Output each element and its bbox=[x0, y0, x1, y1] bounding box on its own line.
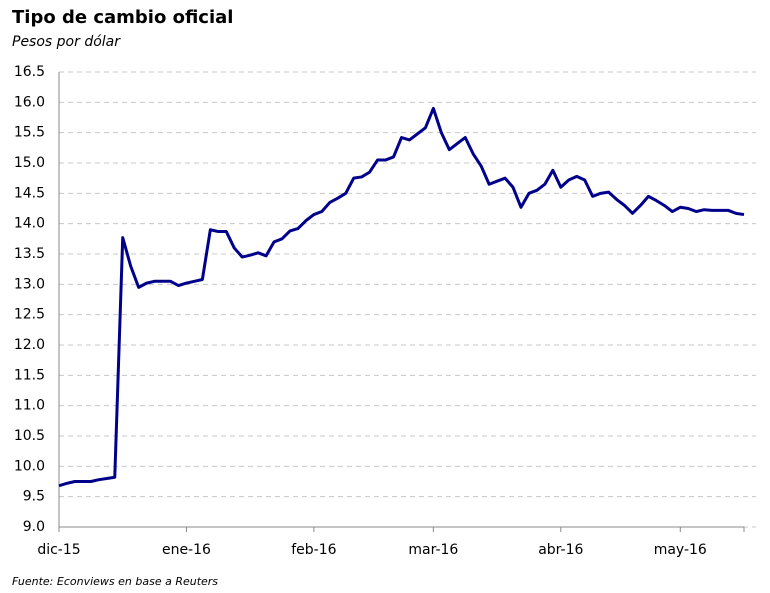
y-tick-label: 11.0 bbox=[14, 398, 45, 414]
x-tick-label: feb-16 bbox=[291, 542, 336, 558]
y-tick-label: 15.0 bbox=[14, 155, 45, 171]
source-note: Fuente: Econviews en base a Reuters bbox=[12, 575, 218, 588]
y-tick-label: 13.0 bbox=[14, 276, 45, 292]
data-line bbox=[58, 106, 745, 488]
x-tick-label: may-16 bbox=[654, 542, 707, 558]
x-tick-label: dic-15 bbox=[37, 542, 80, 558]
y-tick-label: 13.5 bbox=[14, 246, 45, 262]
y-tick-label: 16.5 bbox=[14, 64, 45, 80]
y-tick-label: 15.5 bbox=[14, 125, 45, 141]
y-tick-label: 9.0 bbox=[23, 519, 45, 535]
y-tick-label: 11.5 bbox=[14, 367, 45, 383]
y-tick-label: 12.0 bbox=[14, 337, 45, 353]
y-tick-label: 16.0 bbox=[14, 94, 45, 110]
y-tick-label: 9.5 bbox=[23, 489, 45, 505]
chart-title: Tipo de cambio oficial bbox=[12, 7, 233, 28]
y-tick-label: 12.5 bbox=[14, 307, 45, 323]
x-tick-label: abr-16 bbox=[538, 542, 583, 558]
x-tick-label: ene-16 bbox=[162, 542, 211, 558]
y-tick-label: 10.0 bbox=[14, 458, 45, 474]
chart-subtitle: Pesos por dólar bbox=[12, 34, 121, 50]
x-tick-label: mar-16 bbox=[408, 542, 458, 558]
y-tick-label: 14.5 bbox=[14, 185, 45, 201]
y-tick-label: 14.0 bbox=[14, 216, 45, 232]
y-tick-label: 10.5 bbox=[14, 428, 45, 444]
